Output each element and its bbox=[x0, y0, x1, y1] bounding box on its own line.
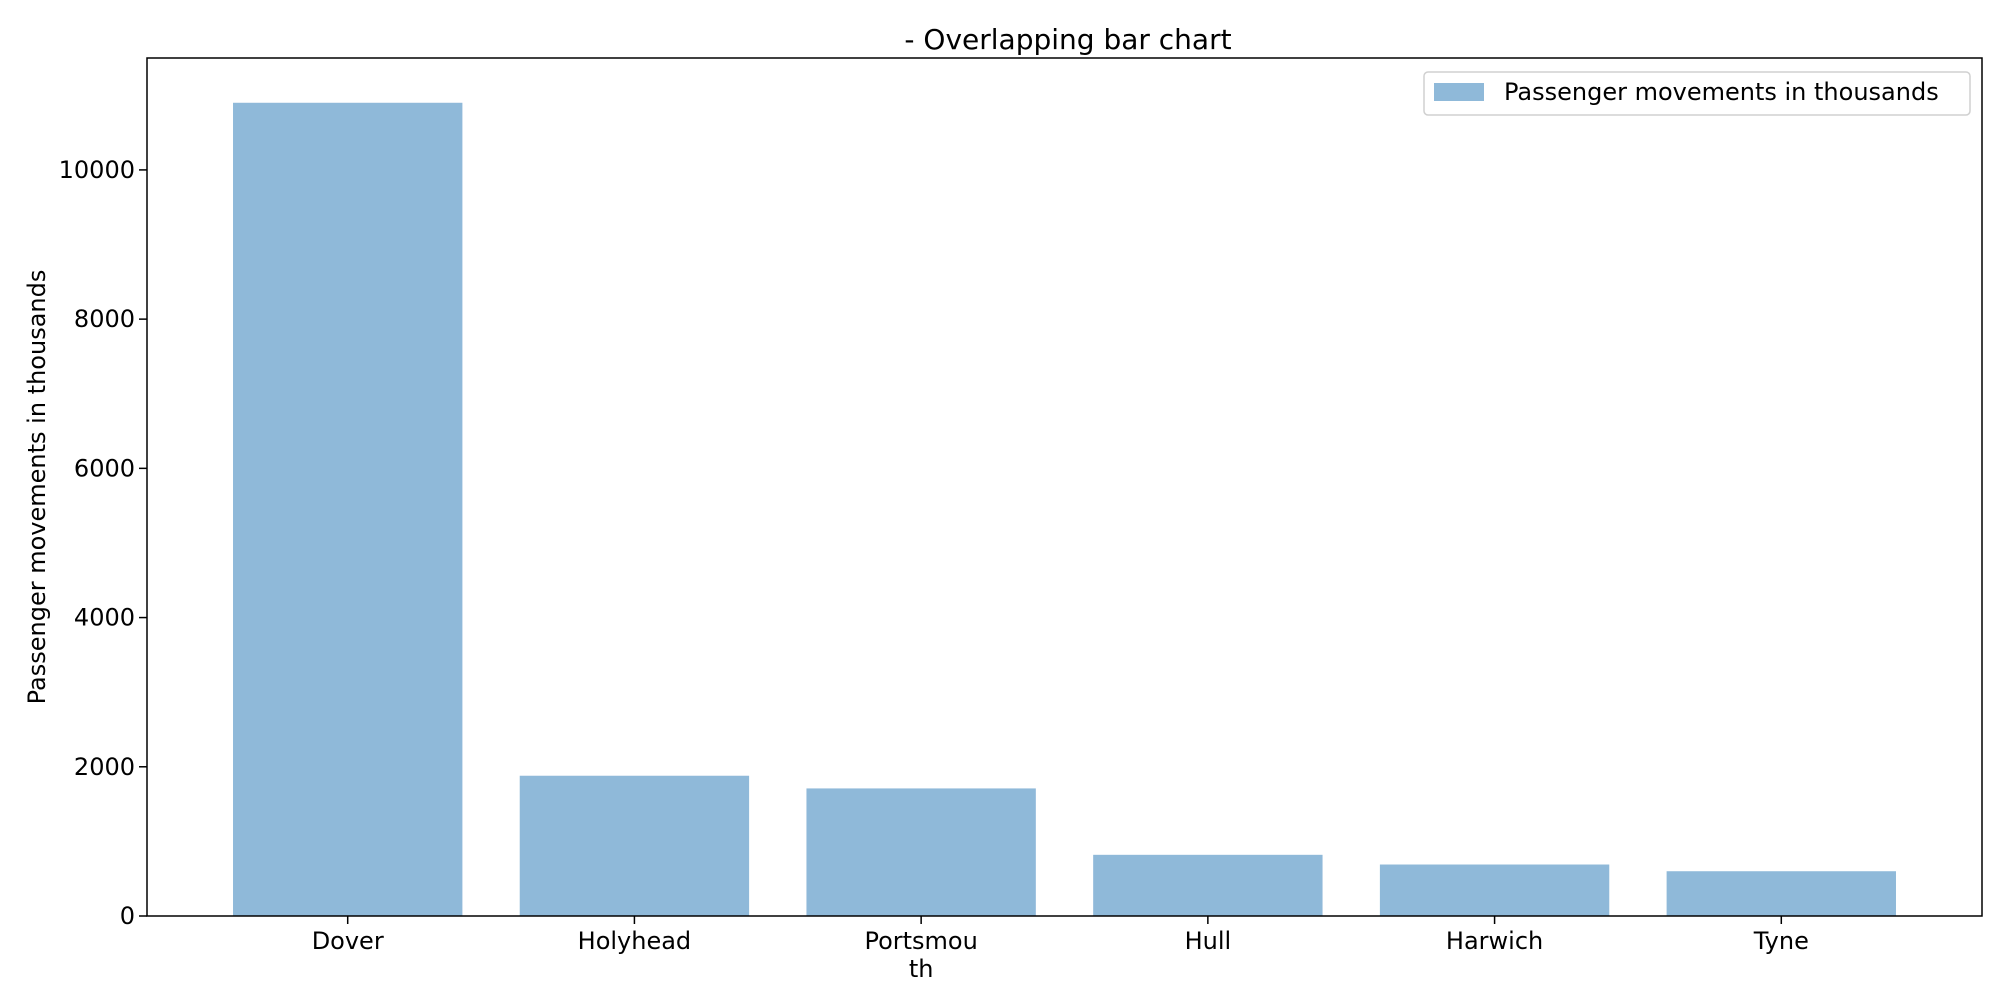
y-tick-label: 10000 bbox=[59, 156, 135, 184]
y-axis-label: Passenger movements in thousands bbox=[23, 270, 51, 705]
bar-hull bbox=[1093, 854, 1323, 916]
x-tick-label-dover: Dover bbox=[312, 927, 384, 955]
bar-harwich bbox=[1379, 864, 1610, 916]
bar-portsmouth bbox=[806, 788, 1036, 916]
legend: Passenger movements in thousands bbox=[1423, 71, 1971, 116]
x-tick-label-tyne: Tyne bbox=[1753, 927, 1809, 955]
x-tick-label-hull: Hull bbox=[1185, 927, 1232, 955]
y-axis-ticks: 0 2000 4000 6000 8000 10000 bbox=[59, 156, 147, 930]
y-tick-label: 0 bbox=[120, 902, 135, 930]
plot-frame bbox=[146, 57, 1983, 917]
y-tick-label: 8000 bbox=[74, 305, 135, 333]
x-tick-label-portsmouth: Portsmou th bbox=[864, 927, 977, 983]
x-axis-ticks: Dover Holyhead Portsmou th Hull Harwich Tyne bbox=[312, 916, 1809, 983]
bar-dover bbox=[233, 102, 463, 916]
y-tick-label: 2000 bbox=[74, 753, 135, 781]
legend-box bbox=[1423, 71, 1971, 116]
bar-tyne bbox=[1666, 871, 1896, 916]
y-tick-label: 4000 bbox=[74, 604, 135, 632]
legend-swatch bbox=[1434, 83, 1484, 101]
x-tick-label-harwich: Harwich bbox=[1446, 927, 1543, 955]
chart-title: - Overlapping bar chart bbox=[904, 23, 1231, 56]
x-tick-label-holyhead: Holyhead bbox=[578, 927, 692, 955]
y-tick-label: 6000 bbox=[74, 454, 135, 482]
bar-holyhead bbox=[519, 775, 750, 916]
bars-group bbox=[233, 102, 1896, 916]
legend-label: Passenger movements in thousands bbox=[1504, 78, 1939, 106]
